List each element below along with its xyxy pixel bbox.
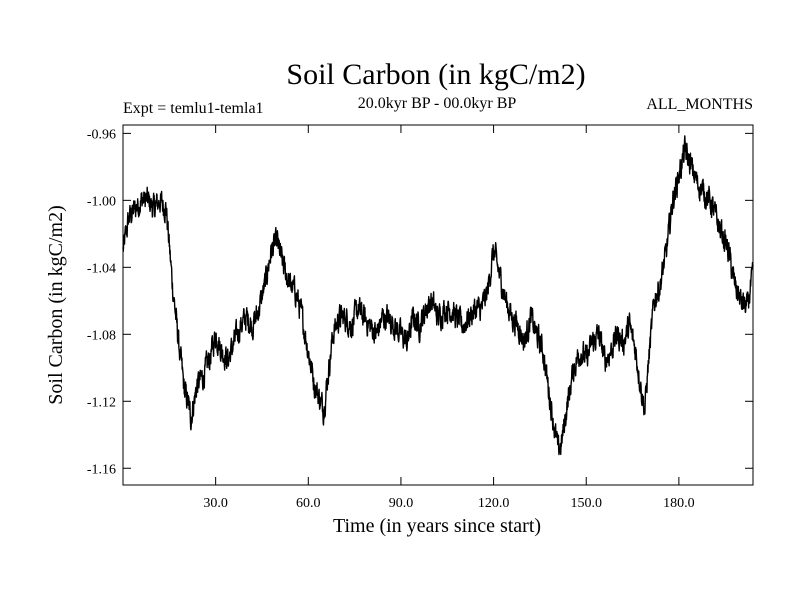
y-tick-label: -1.00 bbox=[87, 194, 116, 209]
y-tick-label: -1.16 bbox=[87, 462, 116, 477]
chart-title: Soil Carbon (in kgC/m2) bbox=[286, 58, 585, 91]
x-tick-label: 180.0 bbox=[663, 496, 695, 511]
y-axis-label: Soil Carbon (in kgC/m2) bbox=[45, 205, 67, 404]
y-tick-label: -0.96 bbox=[87, 127, 116, 142]
x-axis: 30.0 60.0 90.0 120.0 150.0 180.0 bbox=[203, 125, 695, 511]
experiment-label: Expt = temlu1-temla1 bbox=[123, 100, 264, 117]
x-tick-label: 150.0 bbox=[570, 496, 602, 511]
y-tick-label: -1.12 bbox=[87, 395, 116, 410]
plot-frame bbox=[122, 124, 754, 486]
x-axis-label: Time (in years since start) bbox=[333, 515, 541, 537]
y-tick-label: -1.08 bbox=[87, 328, 116, 343]
series-line bbox=[122, 135, 754, 456]
plot-area: -0.96 -1.00 -1.04 -1.08 -1.12 -1.16 30.0 60.0 9… bbox=[87, 124, 754, 511]
x-tick-label: 60.0 bbox=[296, 496, 321, 511]
y-axis: -0.96 -1.00 -1.04 -1.08 -1.12 -1.16 bbox=[87, 127, 753, 477]
x-tick-label: 30.0 bbox=[203, 496, 228, 511]
y-tick-label: -1.04 bbox=[87, 261, 116, 276]
x-tick-label: 90.0 bbox=[389, 496, 414, 511]
x-tick-label: 120.0 bbox=[478, 496, 510, 511]
months-label: ALL_MONTHS bbox=[646, 96, 753, 113]
time-range-label: 20.0kyr BP - 00.0kyr BP bbox=[358, 95, 517, 112]
